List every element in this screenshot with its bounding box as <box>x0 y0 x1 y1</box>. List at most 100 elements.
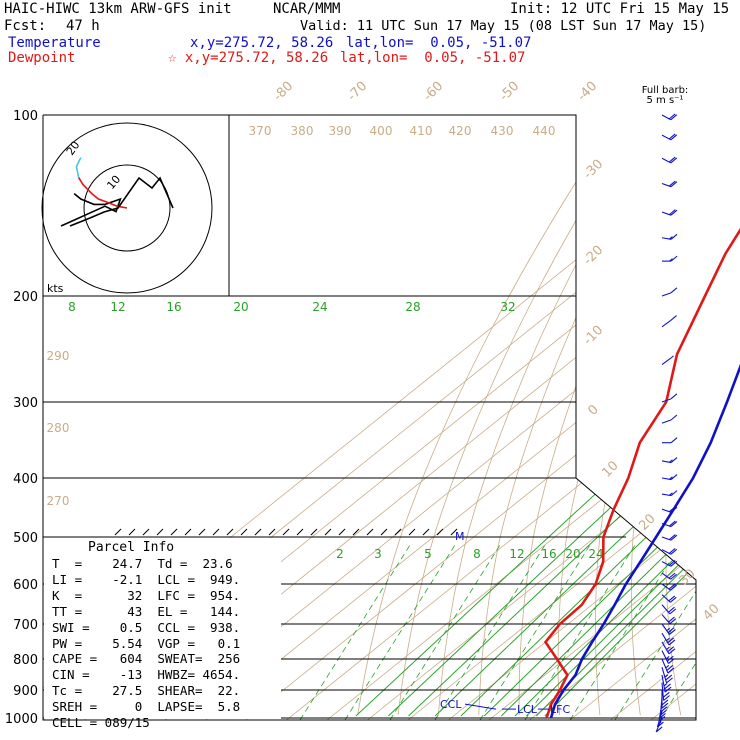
wind-barb <box>662 255 678 262</box>
pressure-label-400: 400 <box>13 472 38 487</box>
wind-barb <box>661 604 677 615</box>
mixing-ratio-label: 16 <box>166 300 181 314</box>
theta-label: 390 <box>329 124 352 138</box>
isotherm-label: 40 <box>700 601 722 623</box>
theta-label: 290 <box>47 349 70 363</box>
org-label: NCAR/MMM <box>273 1 341 17</box>
model-title: HAIC-HIWC 13km ARW-GFS init <box>4 1 232 17</box>
hodograph: 10 20 kts <box>41 122 213 295</box>
temperature-legend: Temperature <box>8 35 101 51</box>
isotherm-label: -30 <box>581 157 607 183</box>
pressure-label-200: 200 <box>13 290 38 305</box>
wind-barb <box>661 506 678 513</box>
max-level-marker: M <box>455 530 465 543</box>
parcel-info-row: SWI = 0.5 CCL = 938. <box>52 619 241 635</box>
mixing-ratio-label: 28 <box>405 300 420 314</box>
theta-label: 430 <box>491 124 514 138</box>
wind-barb <box>661 520 678 528</box>
pressure-label-600: 600 <box>13 578 38 593</box>
barb-legend-unit: 5 m s⁻¹ <box>646 95 684 106</box>
hodograph-trace-low <box>60 192 122 227</box>
wind-barb <box>661 233 678 240</box>
theta-label: 400 <box>370 124 393 138</box>
theta-label: 280 <box>47 421 70 435</box>
dewpoint-xy: ☆ x,y=275.72, 58.26 <box>168 50 329 66</box>
wind-barb <box>662 437 678 444</box>
wind-barb <box>661 113 678 121</box>
mixing-ratio-label: 8 <box>68 300 76 314</box>
parcel-info-row: TT = 43 EL = 144. <box>52 603 241 619</box>
pressure-label-700: 700 <box>13 618 38 633</box>
wind-barb <box>661 614 677 625</box>
wind-barb <box>661 457 678 464</box>
temperature-xy: x,y=275.72, 58.26 <box>190 35 334 51</box>
lcl-marker: LCL <box>517 703 538 716</box>
hodograph-trace-high <box>75 157 82 178</box>
isotherm-label: -40 <box>575 79 601 105</box>
isotherm-label: 30 <box>676 566 698 588</box>
parcel-info-row: SREH = 0 LAPSE= 5.8 <box>52 699 241 715</box>
mixing-ratio-label: 24 <box>588 547 603 561</box>
mixing-ratio-label: 32 <box>500 300 515 314</box>
wind-barb <box>661 287 678 297</box>
wind-barb <box>661 315 677 328</box>
wind-barb <box>661 414 678 424</box>
wind-barb <box>661 156 678 164</box>
mixing-ratio-label: 5 <box>424 547 432 561</box>
mixing-ratio-label: 12 <box>509 547 524 561</box>
wind-barb <box>661 133 678 141</box>
wind-barb <box>661 355 674 366</box>
hodograph-label-10: 10 <box>104 173 123 192</box>
wind-barb <box>661 690 669 709</box>
pressure-label-900: 900 <box>13 684 38 699</box>
mixing-ratio-label: 16 <box>541 547 556 561</box>
parcel-info-row: CIN = -13 HWBZ= 4654. <box>52 667 241 683</box>
wind-barbs <box>655 113 678 733</box>
wind-barb <box>661 682 670 701</box>
hodograph-ring-10 <box>83 164 171 252</box>
ccl-marker: CCL <box>440 698 462 711</box>
wind-barb <box>661 490 678 497</box>
isotherm-label: 0 <box>585 402 601 418</box>
init-time: Init: 12 UTC Fri 15 May 15 <box>510 1 730 17</box>
wind-barb <box>661 623 676 635</box>
mixing-ratio-label: 3 <box>374 547 382 561</box>
isotherm-label: -80 <box>271 79 297 105</box>
pressure-label-500: 500 <box>13 531 38 546</box>
wind-barb <box>661 572 677 580</box>
parcel-info-row: LI = -2.1 LCL = 949. <box>52 571 241 587</box>
parcel-info-title: Parcel Info <box>88 540 175 555</box>
wind-barb <box>661 180 678 188</box>
mixing-ratio-label: 2 <box>336 547 344 561</box>
mixing-ratio-label: 12 <box>110 300 125 314</box>
wind-barb <box>661 534 678 541</box>
hodograph-label-20: 20 <box>64 139 83 158</box>
dewpoint-legend: Dewpoint <box>8 50 76 66</box>
parcel-info-row: K = 32 LFC = 954. <box>52 587 241 603</box>
barb-legend-title: Full barb: <box>641 85 689 96</box>
mixing-ratio-label: 24 <box>312 300 327 314</box>
mixing-ratio-label: 8 <box>473 547 481 561</box>
dewpoint-latlon: lat,lon= 0.05, -51.07 <box>340 50 526 66</box>
hodograph-ring-20 <box>41 122 213 294</box>
lfc-marker: LFC <box>550 703 570 716</box>
parcel-info-row: CELL = 089/15 <box>52 715 150 730</box>
pressure-label-100: 100 <box>13 109 38 124</box>
sounding-profiles: ELMCCLLCLLFC <box>440 227 740 719</box>
hodograph-trace-mid <box>77 176 128 209</box>
wind-barb <box>661 560 678 567</box>
parcel-info-row: CAPE = 604 SWEAT= 256 <box>52 651 241 667</box>
dewpoint-profile-line <box>543 227 740 719</box>
wind-barb <box>661 583 677 591</box>
hodograph-units: kts <box>47 282 64 295</box>
wind-barb <box>661 632 676 646</box>
wind-barb <box>661 666 673 684</box>
parcel-info-row: T = 24.7 Td = 23.6 <box>52 556 233 571</box>
temperature-latlon: lat,lon= 0.05, -51.07 <box>346 35 532 51</box>
theta-label: 440 <box>533 124 556 138</box>
isotherm-label: -50 <box>497 79 523 105</box>
wind-barb <box>661 209 678 216</box>
dry-adiabat-lines <box>357 115 696 716</box>
wind-barb <box>661 548 678 555</box>
theta-label: 370 <box>249 124 272 138</box>
